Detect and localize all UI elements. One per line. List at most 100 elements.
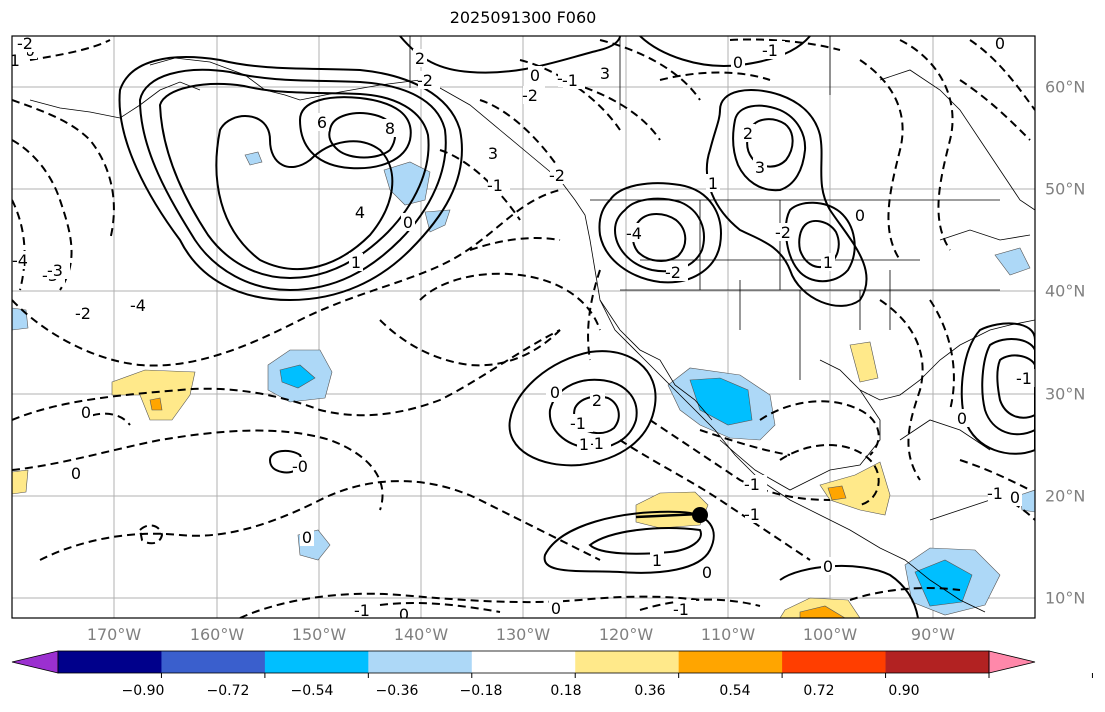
contour-label: -1: [562, 71, 578, 90]
contour-label: -1: [588, 434, 604, 453]
contour-label-bg: [666, 263, 688, 281]
contour-label-bg: [528, 66, 542, 84]
contour-label: -2: [75, 304, 91, 323]
contour-label-bg: [300, 528, 314, 546]
colorbar-extend-low: [11, 650, 59, 674]
contour-label-bg: [700, 563, 714, 581]
contour-label: -2: [417, 71, 433, 90]
contour-label: -2: [17, 34, 33, 53]
contour-label-bg: [383, 119, 397, 137]
contour-label: 0: [71, 464, 81, 483]
contour-label-bg: [763, 41, 785, 59]
colorbar-tick-label: 0.54: [719, 683, 751, 699]
lon-label-100w: 100°W: [802, 625, 858, 644]
lon-label-160w: 160°W: [189, 625, 245, 644]
colorbar-tick-label: −0.90: [121, 683, 165, 699]
contour-label-bg: [349, 253, 363, 271]
colorbar-tick-label: 0.18: [550, 683, 582, 699]
contour-label: 0: [399, 605, 409, 624]
contour-label-bg: [523, 86, 545, 104]
station-dot: [692, 507, 708, 523]
colorbar-segment: [678, 651, 783, 673]
contour-label-bg: [993, 36, 1007, 52]
lat-label-20n: 20°N: [1045, 486, 1086, 506]
contour-label-bg: [315, 113, 329, 131]
contour-label-bg: [821, 253, 835, 271]
contour-label-bg: [598, 64, 612, 82]
colorbar-frame: [57, 650, 990, 674]
contour-label: 0: [855, 206, 865, 225]
colorbar-tick-label: 0.90: [888, 683, 920, 699]
contour-label: 6: [317, 113, 327, 132]
lat-label-60n: 60°N: [1045, 77, 1086, 97]
contour-label-bg: [549, 599, 563, 617]
contour-label-bg: [353, 203, 367, 221]
contour-label: 1: [652, 551, 662, 570]
colorbar-segment: [264, 651, 369, 673]
contour-label: 4: [355, 203, 365, 222]
contour-label: -0: [292, 457, 308, 476]
colorbar-segment: [368, 651, 473, 673]
lon-label-90w: 90°W: [910, 625, 956, 644]
lon-label-120w: 120°W: [598, 625, 654, 644]
colorbar-tick-label: −0.72: [206, 683, 250, 699]
contour-label-bg: [731, 53, 745, 71]
contour-label: 1: [708, 174, 718, 193]
colorbar-tick-label: 0.36: [634, 683, 666, 699]
contour-label-bg: [79, 403, 93, 421]
contour-label-bg: [1017, 369, 1035, 387]
contour-label: 0: [1010, 488, 1020, 507]
colorbar-tick-label: −0.36: [375, 683, 419, 699]
contour-label-bg: [131, 296, 153, 314]
contour-label: -3: [47, 261, 63, 280]
colorbar-segment: [885, 651, 990, 673]
colorbar-segment: [58, 651, 162, 673]
contour-label-bg: [69, 464, 83, 482]
contour-label: 0: [957, 409, 967, 428]
contour-label-bg: [355, 601, 377, 618]
lat-label-30n: 30°N: [1045, 384, 1086, 404]
lat-label-10n: 10°N: [1045, 588, 1086, 608]
contour-label-bg: [293, 457, 315, 475]
contour-label: 0: [530, 66, 540, 85]
colorbar-extend-high: [988, 650, 1036, 674]
contour-label-bg: [571, 414, 593, 432]
colorbar-segment: [782, 651, 887, 673]
contour-label: -1: [4, 51, 20, 70]
colorbar-tick-label: 0.72: [803, 683, 835, 699]
contour-label-bg: [745, 475, 767, 493]
contour-label: 0: [81, 403, 91, 422]
contour-label-bg: [650, 551, 664, 569]
colorbar-segment: [161, 651, 266, 673]
colorbar-segment: [575, 651, 680, 673]
lat-label-40n: 40°N: [1045, 281, 1086, 301]
contour-label: -1: [1016, 369, 1032, 388]
contour-label-bg: [741, 124, 755, 142]
contour-label-bg: [548, 383, 562, 401]
colorbar: [11, 650, 1093, 678]
contour-label: 0: [823, 557, 833, 576]
contour-label: 3: [755, 158, 765, 177]
shaded-patches: [12, 151, 1035, 618]
contour-label-bg: [776, 223, 798, 241]
contour-label-bg: [745, 505, 767, 523]
contour-label: -1: [570, 414, 586, 433]
contour-label-bg: [48, 261, 70, 279]
contour-label-bg: [753, 158, 767, 176]
lon-label-110w: 110°W: [700, 625, 756, 644]
contour-label: -4: [12, 251, 28, 270]
positive-contours: [118, 36, 1035, 618]
lon-label-170w: 170°W: [86, 625, 142, 644]
contour-label-bg: [13, 251, 35, 269]
contour-label-bg: [627, 224, 649, 242]
contour-label-bg: [590, 391, 604, 409]
contour-label-bg: [988, 484, 1010, 502]
contour-label-bg: [955, 409, 969, 427]
contour-label-bg: [706, 174, 720, 192]
contour-label-bg: [1008, 488, 1022, 506]
contour-label-bg: [674, 600, 696, 618]
station-marker: [635, 507, 708, 523]
contour-label: -4: [626, 224, 642, 243]
contour-label: -1: [487, 176, 503, 195]
